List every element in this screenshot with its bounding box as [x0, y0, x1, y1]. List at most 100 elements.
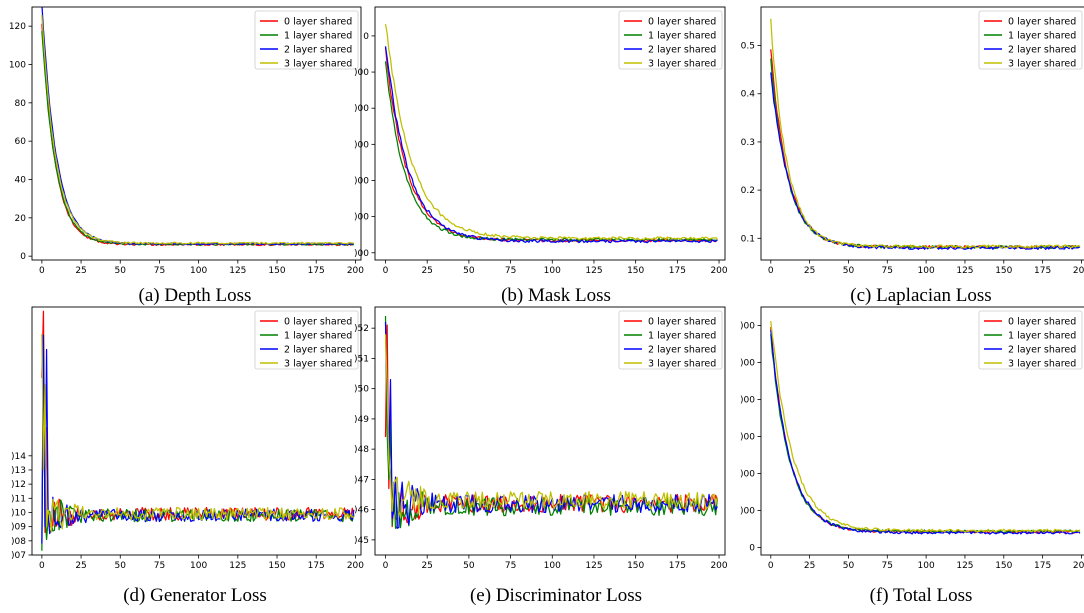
x-tick-label: 150	[627, 266, 644, 276]
legend-label: 0 layer shared	[648, 317, 716, 328]
legend-label: 0 layer shared	[284, 317, 352, 328]
x-tick-label: 175	[1034, 561, 1051, 571]
x-tick-label: 100	[918, 266, 935, 276]
x-tick-label: 0	[39, 561, 45, 571]
caption-generator-loss: (d) Generator Loss	[123, 585, 267, 606]
y-tick-label: )00	[354, 140, 369, 150]
x-tick-label: 100	[544, 266, 561, 276]
legend-box	[978, 10, 1083, 70]
series-line	[41, 355, 355, 551]
x-tick-label: 50	[115, 561, 127, 571]
legend-label: 3 layer shared	[284, 359, 352, 370]
x-tick-label: 0	[768, 561, 774, 571]
legend-label: 1 layer shared	[284, 331, 352, 342]
series-line	[770, 72, 1081, 250]
legend-label: 0 layer shared	[648, 17, 716, 28]
chart-mask: 0 25 50 75 100 125 150 175 200)00)00)00)00)00)00…	[354, 6, 728, 276]
x-tick-label: 50	[115, 266, 127, 276]
legend-label: 1 layer shared	[1008, 331, 1076, 342]
x-tick-label: 175	[1034, 266, 1051, 276]
legend: 0 layer shared 1 layer shared 2 layer shar…	[254, 310, 359, 370]
legend-label: 0 layer shared	[1008, 317, 1076, 328]
x-tick-label: 25	[75, 561, 86, 571]
x-tick-label: 100	[544, 561, 561, 571]
legend-label: 2 layer shared	[648, 345, 716, 356]
series-line	[41, 333, 354, 533]
x-tick-label: 125	[956, 266, 973, 276]
y-tick-label: )07	[11, 551, 26, 561]
x-tick-label: 25	[421, 561, 432, 571]
y-tick-label: )45	[354, 536, 369, 546]
y-tick-label: 0.5	[741, 42, 755, 52]
axes-frame	[374, 6, 726, 261]
axes-frame	[31, 306, 362, 556]
legend-label: 3 layer shared	[284, 59, 352, 70]
y-tick-label: )14	[11, 452, 26, 462]
x-tick-label: 150	[268, 561, 285, 571]
y-tick-label: )12	[11, 480, 26, 490]
y-tick-label: )51	[354, 354, 369, 364]
legend-box	[254, 310, 359, 370]
x-tick-label: 50	[463, 561, 475, 571]
caption-discriminator-loss: (e) Discriminator Loss	[469, 585, 642, 606]
y-tick-label: 60	[15, 137, 27, 147]
x-tick-label: 75	[154, 561, 165, 571]
x-tick-label: 75	[882, 266, 893, 276]
legend-label: 3 layer shared	[1008, 359, 1076, 370]
legend-label: 2 layer shared	[284, 345, 352, 356]
y-tick-label: )00	[354, 176, 369, 186]
legend-label: 1 layer shared	[648, 331, 716, 342]
x-tick-label: 150	[627, 561, 644, 571]
series-line	[384, 47, 718, 243]
axes-frame	[374, 306, 726, 556]
series-line	[41, 7, 355, 246]
legend: 0 layer shared 1 layer shared 2 layer shar…	[978, 310, 1083, 370]
x-tick-label: 50	[463, 266, 475, 276]
legend-label: 2 layer shared	[1008, 345, 1076, 356]
caption-total-loss: (f) Total Loss	[869, 585, 973, 606]
x-tick-label: 200	[710, 266, 727, 276]
axes-frame	[31, 6, 362, 261]
y-tick-label: )46	[354, 506, 369, 516]
legend: 0 layer shared 1 layer shared 2 layer shar…	[254, 10, 359, 70]
y-tick-label: 20	[15, 214, 27, 224]
x-tick-label: 125	[229, 266, 246, 276]
y-tick-label: )00	[740, 470, 755, 480]
y-tick-label: 80	[15, 99, 27, 109]
y-tick-label: )00	[354, 104, 369, 114]
x-tick-label: 0	[39, 266, 45, 276]
legend-box	[254, 10, 359, 70]
x-tick-label: 200	[347, 561, 364, 571]
legend: 0 layer shared 1 layer shared 2 layer shar…	[618, 310, 723, 370]
x-tick-label: 150	[995, 266, 1012, 276]
legend-label: 3 layer shared	[648, 59, 716, 70]
y-tick-label: )11	[11, 494, 26, 504]
legend-label: 1 layer shared	[648, 31, 716, 42]
caption-laplacian-loss: (c) Laplacian Loss	[850, 285, 992, 306]
y-tick-label: )48	[354, 445, 369, 455]
legend-label: 1 layer shared	[284, 31, 352, 42]
series-line	[384, 46, 718, 244]
chart-depth: 0 25 50 75 100 125 150 175 200 0 20 40 60 80 100 120 0 l…	[9, 6, 364, 276]
y-tick-label: )50	[354, 385, 369, 395]
x-tick-label: 100	[190, 266, 207, 276]
x-tick-label: 200	[347, 266, 364, 276]
legend: 0 layer shared 1 layer shared 2 layer shar…	[978, 10, 1083, 70]
x-tick-label: 75	[882, 561, 893, 571]
y-tick-label: )00	[354, 249, 369, 259]
y-tick-label: )00	[740, 396, 755, 406]
series-line	[384, 61, 718, 242]
chart-generator: 0 25 50 75 100 125 150 175 200)07)08)09)10)11)12…	[11, 306, 364, 571]
x-tick-label: 175	[308, 266, 325, 276]
y-tick-label: )10	[11, 508, 26, 518]
x-tick-label: 125	[229, 561, 246, 571]
x-tick-label: 50	[843, 266, 855, 276]
x-tick-label: 175	[669, 266, 686, 276]
y-tick-label: )08	[11, 537, 26, 547]
legend-box	[618, 10, 723, 70]
x-tick-label: 25	[804, 266, 815, 276]
series-line	[384, 23, 718, 241]
x-tick-label: 25	[804, 561, 815, 571]
legend-box	[618, 310, 723, 370]
legend-box	[978, 310, 1083, 370]
